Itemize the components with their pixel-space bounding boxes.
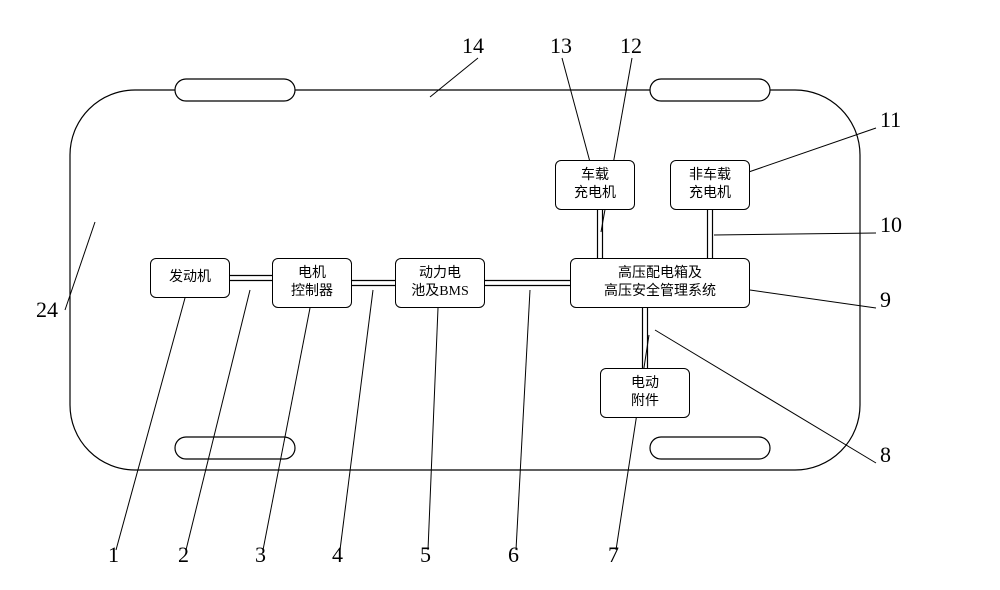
node-engine: 发动机 <box>150 258 230 298</box>
callout-24: 24 <box>36 299 58 321</box>
node-hvbox: 高压配电箱及 高压安全管理系统 <box>570 258 750 308</box>
node-offbc: 非车载 充电机 <box>670 160 750 210</box>
callout-5: 5 <box>420 544 431 566</box>
node-eacc: 电动 附件 <box>600 368 690 418</box>
node-batt: 动力电 池及BMS <box>395 258 485 308</box>
callout-12: 12 <box>620 35 642 57</box>
node-mc: 电机 控制器 <box>272 258 352 308</box>
callout-4: 4 <box>332 544 343 566</box>
callout-6: 6 <box>508 544 519 566</box>
node-obc: 车载 充电机 <box>555 160 635 210</box>
callout-7: 7 <box>608 544 619 566</box>
callout-8: 8 <box>880 444 891 466</box>
callout-1: 1 <box>108 544 119 566</box>
callout-10: 10 <box>880 214 902 236</box>
callout-3: 3 <box>255 544 266 566</box>
callout-9: 9 <box>880 289 891 311</box>
callout-2: 2 <box>178 544 189 566</box>
callout-14: 14 <box>462 35 484 57</box>
callout-11: 11 <box>880 109 901 131</box>
callout-13: 13 <box>550 35 572 57</box>
